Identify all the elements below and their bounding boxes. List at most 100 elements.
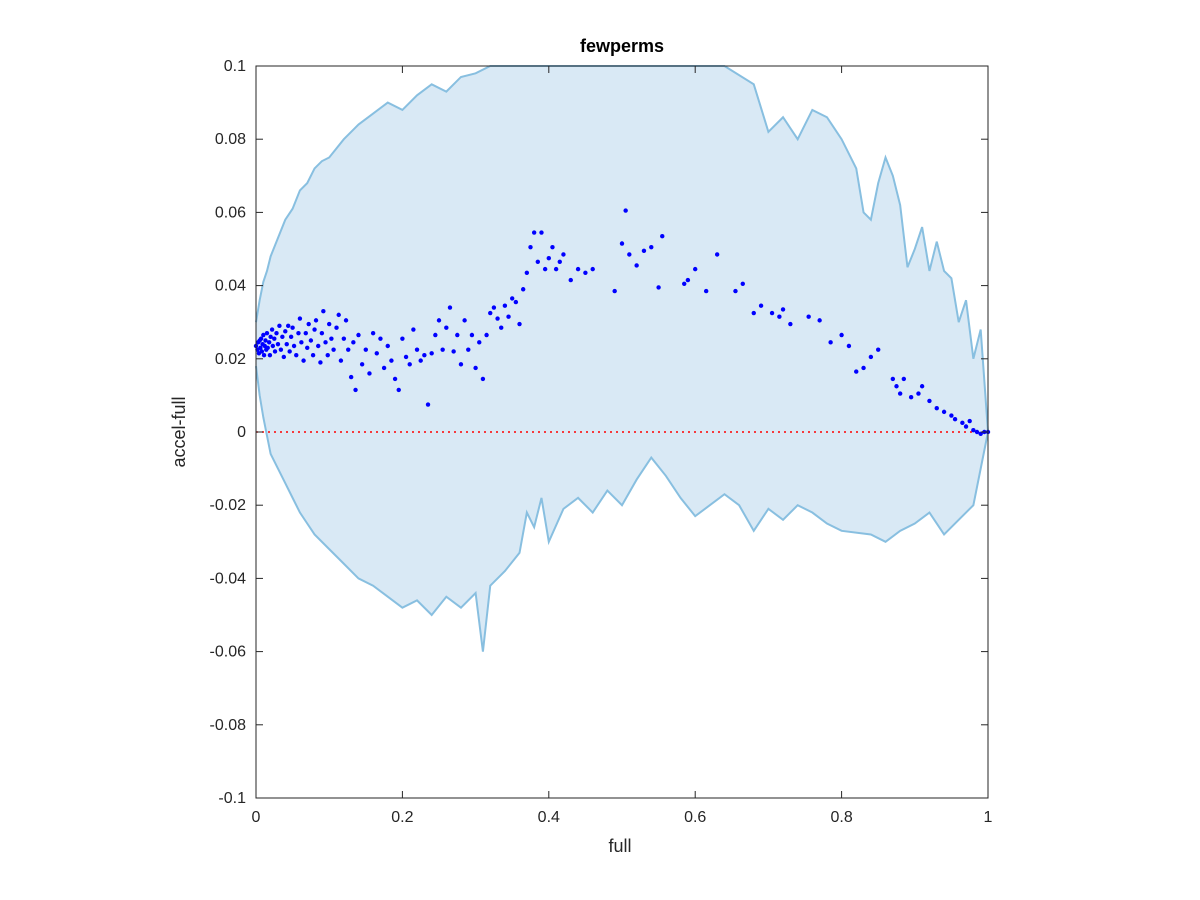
data-point	[374, 351, 379, 356]
data-point	[310, 352, 316, 358]
data-point	[491, 305, 497, 310]
data-point	[323, 340, 328, 345]
data-point	[971, 427, 976, 433]
data-point	[703, 288, 709, 294]
data-point	[524, 270, 530, 275]
data-point	[916, 391, 921, 396]
data-point	[488, 310, 493, 316]
data-point	[641, 248, 647, 254]
y-tick-label: 0.1	[224, 58, 246, 75]
data-point	[378, 336, 383, 341]
data-point	[263, 338, 268, 343]
data-point	[868, 354, 874, 360]
data-point	[941, 409, 947, 415]
y-tick-label: 0.04	[215, 278, 246, 295]
y-tick-label: -0.1	[218, 790, 246, 807]
data-point	[277, 323, 282, 329]
data-point	[714, 252, 720, 257]
data-point	[788, 321, 793, 327]
data-point	[385, 343, 390, 349]
data-point	[455, 332, 460, 338]
y-tick-label: 0.02	[215, 351, 246, 368]
data-point	[367, 371, 372, 376]
data-point	[934, 406, 939, 411]
y-axis-label: accel-full	[169, 396, 189, 467]
data-point	[780, 307, 786, 312]
data-point	[265, 345, 270, 351]
data-point	[266, 340, 272, 345]
data-point	[499, 325, 504, 330]
data-point	[469, 332, 475, 338]
data-point	[331, 347, 336, 352]
data-point	[451, 349, 456, 354]
data-point	[517, 321, 522, 327]
data-point	[422, 352, 427, 358]
data-point	[619, 241, 625, 246]
data-point	[313, 318, 319, 323]
data-point	[259, 349, 265, 354]
data-point	[806, 314, 811, 319]
data-point	[458, 362, 464, 367]
data-point	[484, 332, 489, 338]
data-point	[535, 259, 541, 265]
data-point	[411, 327, 416, 332]
data-point	[740, 281, 745, 286]
data-point	[351, 340, 356, 345]
x-axis-label: full	[608, 836, 631, 856]
data-point	[281, 354, 287, 360]
data-point	[861, 365, 866, 371]
data-point	[258, 345, 263, 351]
data-point	[305, 345, 310, 351]
data-point	[363, 347, 368, 352]
data-point	[660, 233, 665, 239]
data-point	[466, 347, 471, 352]
data-point	[264, 330, 270, 336]
data-point	[268, 334, 273, 340]
data-point	[949, 413, 954, 418]
y-tick-label: -0.08	[210, 717, 247, 734]
data-point	[846, 343, 852, 349]
data-point	[575, 266, 581, 272]
data-point	[287, 349, 292, 354]
data-point	[539, 230, 544, 235]
y-tick-label: -0.04	[210, 570, 247, 587]
data-point	[952, 416, 958, 422]
data-point	[269, 327, 275, 332]
data-point	[306, 321, 311, 327]
data-point	[267, 352, 273, 358]
x-axis-ticks: 0 0.2 0.4 0.6 0.8 1	[252, 66, 993, 826]
data-point	[429, 351, 434, 356]
data-point	[286, 323, 291, 329]
x-tick-label: 0.8	[830, 809, 852, 826]
data-point	[649, 244, 654, 250]
data-point	[777, 314, 782, 319]
data-point	[542, 266, 548, 272]
y-axis-ticks: -0.1 -0.08 -0.06 -0.04 -0.02 0 0.02 0.04 0.06 0.0…	[210, 58, 988, 807]
y-tick-label: -0.02	[210, 497, 247, 514]
data-point	[392, 376, 398, 382]
data-point	[473, 365, 478, 371]
data-point	[290, 325, 295, 330]
y-tick-label: 0.06	[215, 204, 246, 221]
data-point	[280, 334, 285, 340]
data-point	[274, 330, 279, 336]
data-point	[656, 285, 661, 290]
data-point	[447, 305, 453, 310]
data-point	[682, 281, 687, 286]
data-point	[444, 325, 449, 330]
data-point	[440, 347, 445, 352]
data-point	[343, 318, 349, 323]
data-point	[261, 332, 266, 338]
data-point	[338, 358, 344, 363]
data-point	[348, 374, 354, 380]
data-point	[963, 424, 969, 429]
data-point	[568, 277, 573, 283]
data-point	[839, 332, 844, 338]
data-point	[433, 332, 438, 338]
data-point	[854, 369, 859, 374]
data-point	[583, 270, 588, 275]
x-tick-label: 1	[984, 809, 993, 826]
band-lower-edge	[255, 365, 989, 652]
data-point	[828, 340, 833, 345]
y-tick-label: -0.06	[210, 644, 247, 661]
